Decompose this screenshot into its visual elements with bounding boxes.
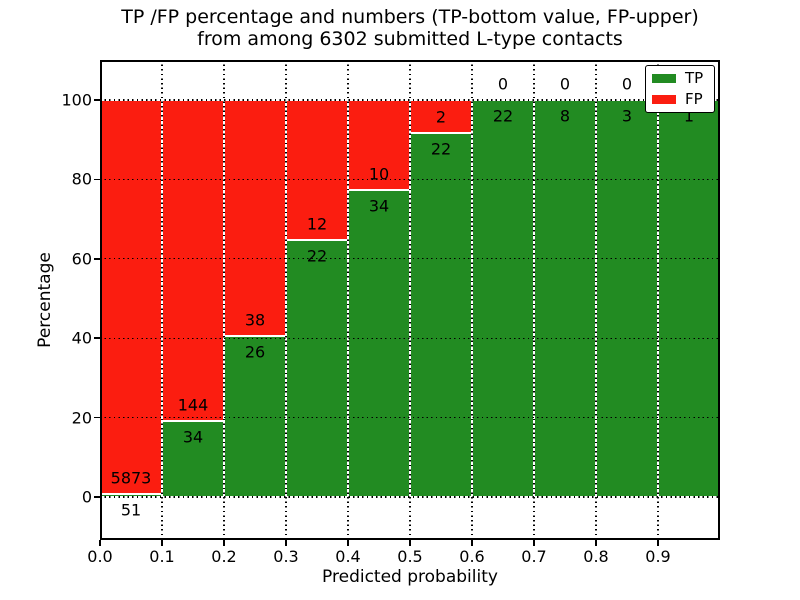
bar-segment-tp — [658, 100, 720, 497]
legend-item-tp: TP — [652, 70, 708, 87]
x-tick-label: 0.4 — [335, 547, 361, 566]
y-tick — [94, 178, 100, 181]
fp-count-label: 38 — [244, 310, 266, 330]
x-tick — [533, 540, 535, 546]
bar-segment-fp — [224, 100, 286, 336]
tp-count-label: 34 — [368, 196, 390, 216]
y-tick-label: 0 — [81, 487, 92, 507]
legend-label-fp: FP — [685, 90, 703, 108]
x-tick-label: 0.1 — [149, 547, 175, 566]
y-tick-label: 60 — [71, 249, 92, 269]
x-tick — [161, 540, 163, 546]
legend-label-tp: TP — [685, 69, 704, 87]
x-tick-label: 0.5 — [397, 547, 423, 566]
gridline-vertical — [285, 60, 287, 540]
x-tick — [657, 540, 659, 546]
y-tick — [94, 496, 100, 498]
gridline-vertical — [347, 60, 349, 540]
fp-count-label: 144 — [177, 395, 209, 415]
bar-segment-fp — [410, 100, 472, 134]
y-tick — [94, 416, 100, 419]
legend-swatch-tp-icon — [652, 74, 676, 83]
x-tick-label: 0.8 — [583, 547, 609, 566]
tp-count-label: 22 — [430, 139, 452, 159]
spine-top — [100, 60, 720, 62]
spine-right — [718, 60, 720, 540]
fp-count-label: 12 — [306, 214, 328, 234]
fp-count-label: 0 — [621, 74, 633, 94]
gridline-vertical — [657, 60, 659, 540]
tp-count-label: 26 — [244, 342, 266, 362]
bar-segment-tp — [410, 133, 472, 497]
gridline-vertical — [533, 60, 535, 540]
x-tick — [99, 540, 101, 546]
gridline-vertical — [595, 60, 597, 540]
x-tick — [409, 540, 411, 546]
gridline-vertical — [471, 60, 473, 540]
x-axis-label: Predicted probability — [322, 567, 498, 587]
fp-count-label: 0 — [559, 74, 571, 94]
x-tick — [471, 540, 473, 546]
x-tick — [285, 540, 287, 546]
legend: TP FP — [645, 65, 715, 113]
bar-segment-tp — [348, 190, 410, 497]
x-tick-label: 0.2 — [211, 547, 237, 566]
bar-segment-fp — [100, 100, 162, 494]
gridline-vertical — [409, 60, 411, 540]
chart-title-line-1: TP /FP percentage and numbers (TP-bottom… — [121, 6, 699, 28]
fp-count-label: 10 — [368, 164, 390, 184]
x-tick — [223, 540, 225, 546]
fp-count-label: 2 — [435, 107, 447, 127]
y-tick — [94, 258, 100, 260]
plot-area: 58735114434382612221034222022080301 TP F… — [100, 60, 720, 540]
gridline-vertical — [161, 60, 163, 540]
x-tick-label: 0.7 — [521, 547, 547, 566]
spine-bottom — [100, 538, 720, 540]
x-tick-label: 0.6 — [459, 547, 485, 566]
chart-title: TP /FP percentage and numbers (TP-bottom… — [121, 6, 699, 50]
bar-segment-fp — [348, 100, 410, 191]
bar-segment-tp — [472, 100, 534, 497]
gridline-vertical — [223, 60, 225, 540]
y-tick — [94, 337, 100, 339]
y-tick-label: 100 — [61, 90, 92, 110]
y-tick-label: 40 — [71, 328, 92, 348]
spine-left — [100, 60, 102, 540]
y-tick — [94, 99, 100, 101]
tp-count-label: 1 — [683, 106, 695, 126]
tp-count-label: 51 — [120, 500, 142, 520]
tp-count-label: 22 — [492, 106, 514, 126]
bar-segment-tp — [286, 240, 348, 497]
bar-segment-tp — [534, 100, 596, 497]
tp-count-label: 3 — [621, 106, 633, 126]
tp-count-label: 22 — [306, 246, 328, 266]
x-tick-label: 0.3 — [273, 547, 299, 566]
bar-segment-fp — [162, 100, 224, 422]
tp-count-label: 8 — [559, 106, 571, 126]
x-tick — [347, 540, 349, 546]
x-tick-label: 0.9 — [645, 547, 671, 566]
y-tick-label: 80 — [71, 169, 92, 189]
bar-segment-fp — [286, 100, 348, 241]
chart-title-line-2: from among 6302 submitted L-type contact… — [197, 28, 623, 50]
legend-swatch-fp-icon — [652, 95, 676, 104]
fp-count-label: 0 — [497, 74, 509, 94]
fp-count-label: 5873 — [110, 468, 152, 488]
x-tick-label: 0.0 — [87, 547, 113, 566]
tp-count-label: 34 — [182, 427, 204, 447]
legend-item-fp: FP — [652, 91, 708, 108]
x-tick — [595, 540, 597, 546]
y-tick-label: 20 — [71, 408, 92, 428]
bar-segment-tp — [596, 100, 658, 497]
